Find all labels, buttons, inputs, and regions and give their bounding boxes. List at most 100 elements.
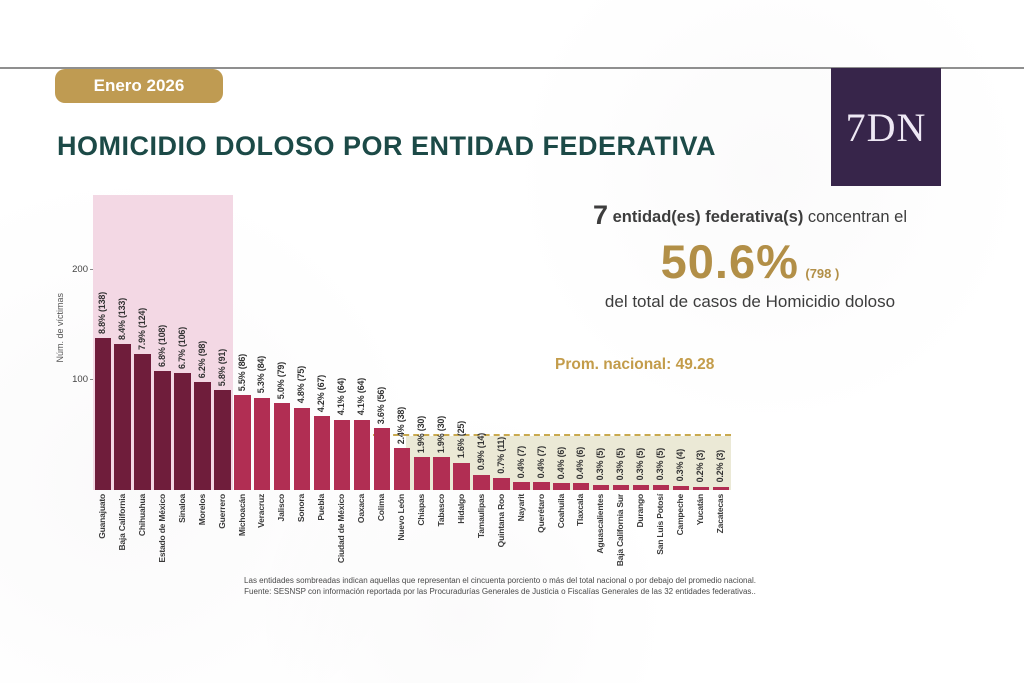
bar	[333, 419, 351, 490]
y-axis-tick-100: 100	[72, 374, 88, 385]
concentration-percent: 50.6%	[660, 235, 799, 288]
state-label: Michoacán	[236, 494, 247, 537]
y-axis-tick-200: 200	[72, 264, 88, 275]
state-label: Jalisco	[276, 494, 287, 522]
state-label: Nayarit	[515, 494, 526, 522]
bar-value-label: 0.3% (5)	[615, 448, 626, 481]
bar-value-label: 8.4% (133)	[116, 297, 127, 340]
state-label: Tamaulipas	[475, 494, 486, 539]
of-total-text: del total de casos de	[604, 292, 761, 311]
state-label: Campeche	[675, 494, 686, 536]
bar-value-label: 7.9% (124)	[136, 307, 147, 350]
state-label: Querétaro	[535, 494, 546, 533]
bar	[553, 483, 570, 490]
period-badge-label: Enero 2026	[93, 76, 185, 95]
state-label: Zacatecas	[715, 494, 726, 534]
bar	[313, 416, 331, 490]
bar	[174, 373, 191, 490]
summary-line: 7 entidad(es) federativa(s) concentran e…	[545, 200, 955, 231]
bar	[493, 477, 510, 490]
bar	[652, 484, 670, 490]
bar-value-label: 4.2% (67)	[316, 375, 327, 413]
bar	[592, 484, 610, 490]
footnote-line-2: Fuente: SESNSP con información reportada…	[244, 587, 756, 597]
bar-value-label: 0.3% (4)	[675, 449, 686, 482]
y-axis-tickmark	[90, 269, 95, 270]
bar-value-label: 6.7% (106)	[176, 327, 187, 370]
y-axis-tickmark	[90, 379, 95, 380]
summary-stats: 7 entidad(es) federativa(s) concentran e…	[545, 200, 955, 312]
bar-value-label: 0.4% (7)	[515, 445, 526, 479]
bar	[513, 482, 530, 490]
case-count: (798 )	[805, 266, 840, 281]
bar-value-label: 6.8% (108)	[156, 325, 167, 368]
bar-value-label: 0.3% (5)	[655, 448, 666, 481]
bar	[632, 484, 650, 490]
state-label: Tlaxcala	[575, 494, 586, 526]
state-label: Tabasco	[435, 494, 446, 527]
bar-value-label: 3.6% (56)	[376, 387, 387, 425]
bar-value-label: 1.6% (25)	[455, 421, 466, 459]
bar-value-label: 2.4% (38)	[396, 406, 407, 445]
state-label: Guanajuato	[96, 494, 107, 539]
state-label: Nuevo León	[396, 494, 407, 541]
bar-value-label: 5.5% (86)	[236, 354, 247, 392]
bar	[712, 486, 729, 490]
state-label: Baja California	[116, 494, 127, 551]
bar-value-label: 5.8% (91)	[216, 348, 227, 386]
bar-value-label: 0.7% (11)	[495, 437, 506, 474]
bar	[612, 484, 630, 490]
state-label: Aguascalientes	[595, 494, 606, 554]
national-average-dashed-line	[373, 434, 731, 436]
brand-logo-text: 7DN	[845, 104, 927, 150]
brand-logo: 7DN	[831, 68, 941, 186]
bar	[692, 486, 710, 490]
bar-value-label: 0.4% (6)	[575, 446, 586, 480]
national-average-label: Prom. nacional: 49.28	[555, 356, 715, 373]
bar	[114, 343, 131, 490]
bar-value-label: 5.0% (79)	[276, 361, 287, 400]
state-label: Durango	[635, 494, 646, 528]
footnote-line-1: Las entidades sombreadas indican aquella…	[244, 576, 756, 585]
bar	[154, 371, 171, 490]
bar-value-label: 0.3% (5)	[595, 448, 606, 481]
bar-value-label: 0.2% (3)	[695, 450, 706, 483]
footnote: Las entidades sombreadas indican aquella…	[140, 575, 860, 597]
bar-value-label: 0.3% (5)	[635, 448, 646, 481]
bar-value-label: 0.4% (6)	[555, 446, 566, 480]
state-label: Chihuahua	[136, 494, 147, 537]
bar-value-label: 0.2% (3)	[715, 450, 726, 483]
total-cases-line: del total de casos de Homicidio doloso	[545, 292, 955, 312]
state-label: Sonora	[296, 494, 307, 523]
bar	[194, 382, 211, 490]
bar-value-label: 4.8% (75)	[296, 366, 307, 404]
bar-value-label: 4.1% (64)	[356, 378, 367, 416]
bar	[672, 485, 690, 490]
state-label: Veracruz	[256, 494, 267, 528]
page-title: HOMICIDIO DOLOSO POR ENTIDAD FEDERATIVA	[57, 131, 717, 161]
concentration-text: concentran el	[807, 208, 907, 226]
bar-value-label: 4.1% (64)	[336, 378, 347, 416]
period-badge: Enero 2026	[55, 69, 223, 103]
state-label: Morelos	[196, 494, 207, 526]
bar	[94, 338, 111, 490]
bar	[373, 428, 391, 490]
bar-value-label: 6.2% (98)	[196, 340, 207, 379]
state-label: Estado de México	[156, 494, 167, 563]
bar	[214, 389, 231, 490]
state-label: Hidalgo	[455, 494, 466, 524]
state-label: Oaxaca	[356, 494, 367, 524]
state-label: Puebla	[316, 494, 327, 521]
state-label: Yucatán	[695, 494, 706, 526]
bar-value-label: 1.9% (30)	[435, 415, 446, 453]
bar	[433, 457, 450, 490]
bar-value-label: 8.8% (138)	[96, 292, 107, 335]
bar	[413, 457, 430, 490]
bar-value-label: 0.4% (7)	[535, 445, 546, 479]
state-label: Quintana Roo	[495, 494, 506, 548]
bar	[393, 448, 410, 490]
bar-chart-plot-area: 8.8% (138) 8.4% (133) 7.9% (124) 6.8% (108)…	[93, 195, 731, 490]
state-label: San Luis Potosí	[655, 494, 666, 555]
header-divider-line	[0, 67, 1024, 69]
